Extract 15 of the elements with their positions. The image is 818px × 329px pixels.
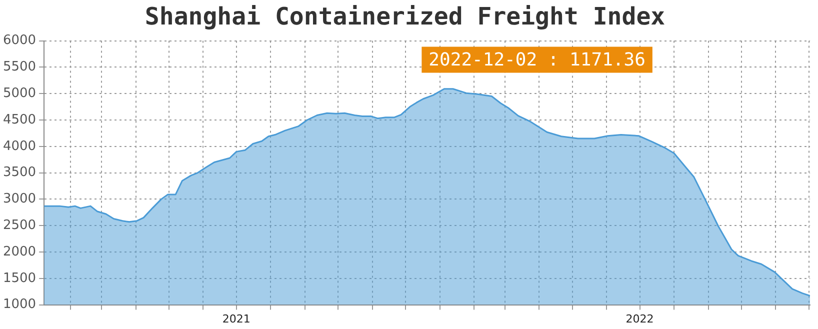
y-tick-label: 3500 [2,165,36,180]
y-tick-label: 2500 [2,218,36,233]
y-tick-label: 5500 [2,60,36,75]
y-tick-label: 4000 [2,138,36,154]
chart-title: Shanghai Containerized Freight Index [144,2,666,31]
y-tick-label: 1500 [2,270,36,286]
y-tick-label: 3000 [2,192,36,207]
y-tick-label: 4500 [2,112,36,128]
x-tick-label: 2022 [626,312,654,326]
annotation: 2022-12-02 : 1171.36 [428,49,646,70]
y-tick-label: 6000 [2,33,36,48]
y-tick-label: 5000 [2,86,36,101]
y-tick-label: 2000 [2,244,36,260]
y-tick-label: 1000 [2,297,36,312]
x-tick-label: 2021 [222,312,250,326]
